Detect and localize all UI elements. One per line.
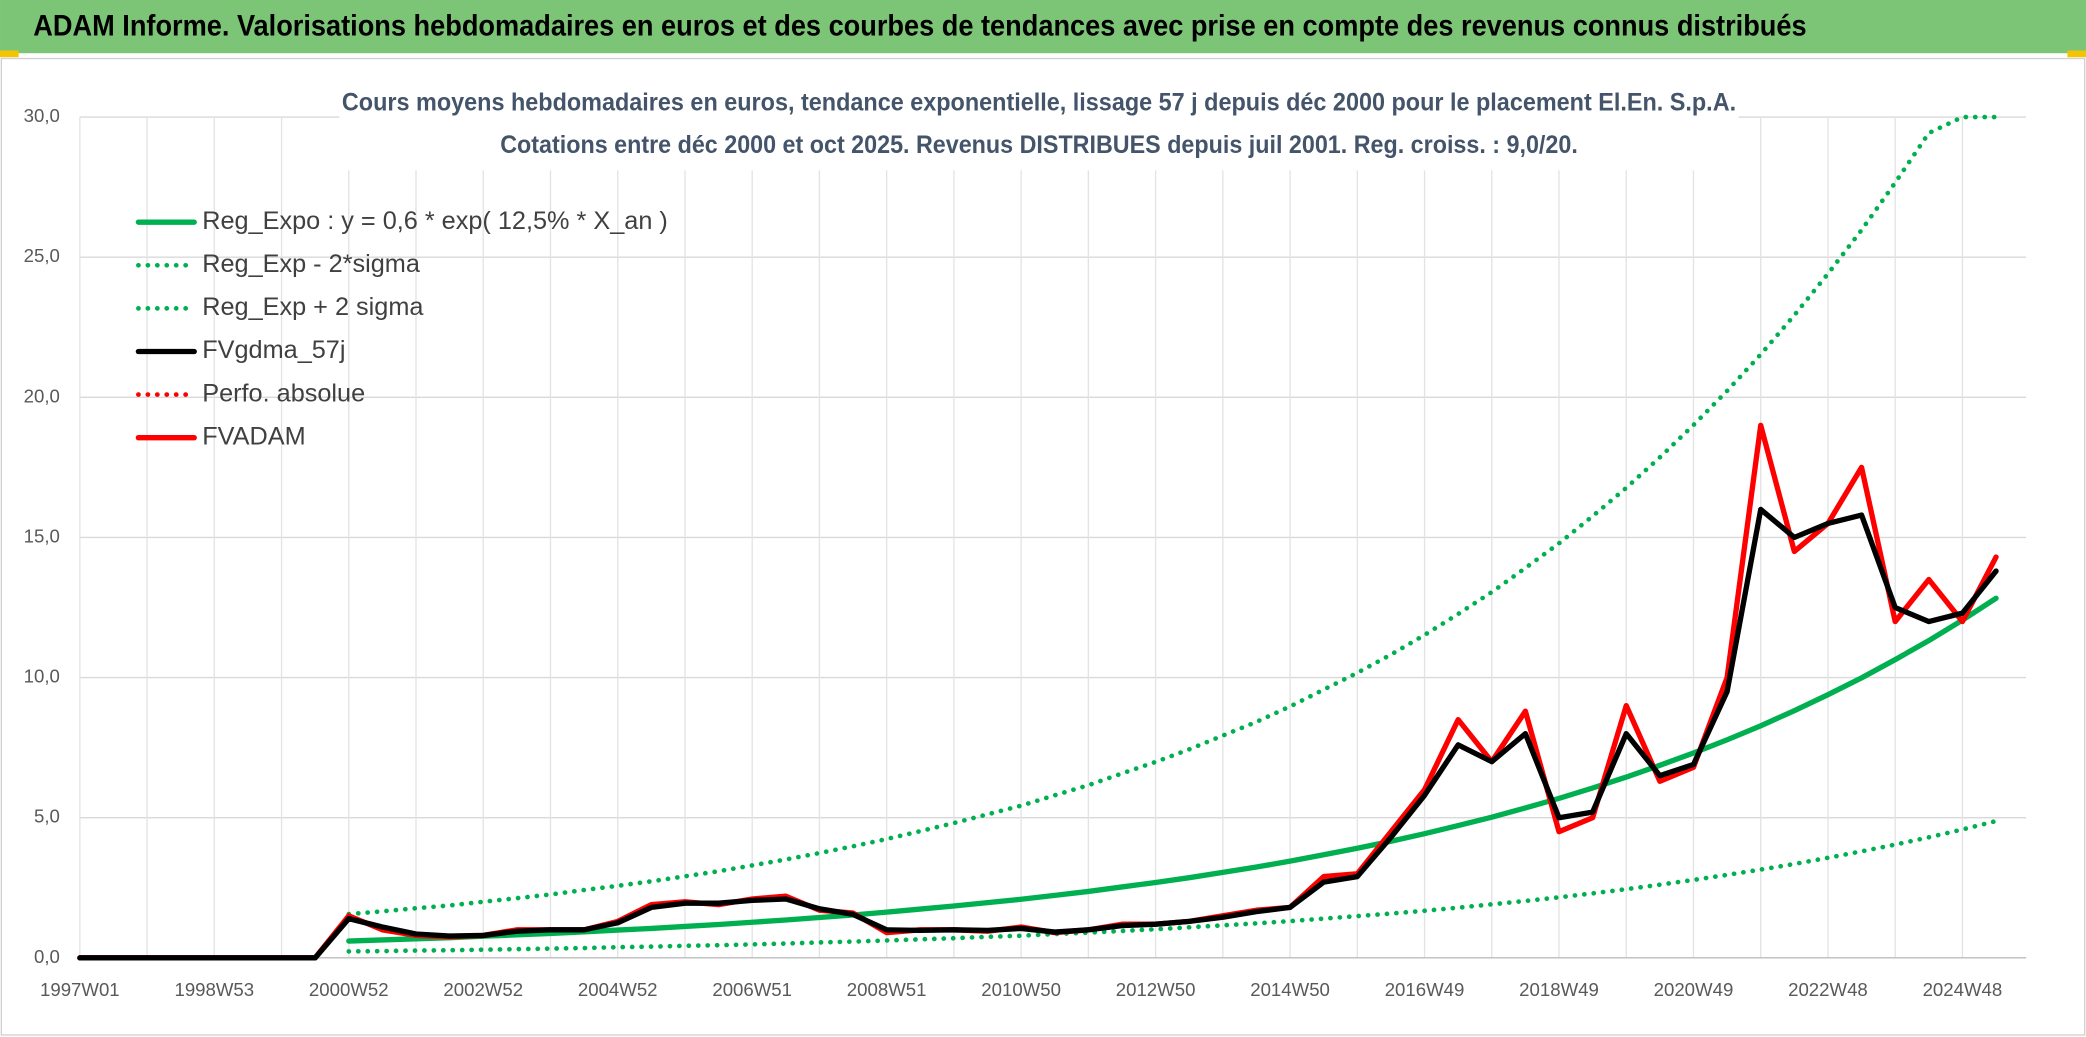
x-tick-label: 2002W52 bbox=[443, 979, 523, 1000]
x-tick-label: 2016W49 bbox=[1385, 979, 1465, 1000]
legend-label: Reg_Expo : y = 0,6 * exp( 12,5% * X_an ) bbox=[202, 207, 668, 235]
header-bar bbox=[0, 0, 2086, 54]
x-tick-label: 2008W51 bbox=[847, 979, 927, 1000]
chart-title: Cours moyens hebdomadaires en euros, ten… bbox=[342, 88, 1736, 116]
x-tick-label: 2004W52 bbox=[578, 979, 658, 1000]
x-tick-label: 2018W49 bbox=[1519, 979, 1599, 1000]
y-tick-label: 0,0 bbox=[34, 946, 60, 967]
x-tick-label: 1998W53 bbox=[174, 979, 254, 1000]
legend-label: FVgdma_57j bbox=[202, 336, 345, 364]
series-line bbox=[346, 595, 1999, 944]
y-tick-label: 10,0 bbox=[24, 666, 60, 687]
corner bbox=[0, 50, 19, 58]
title-background bbox=[339, 82, 1739, 171]
chart-subtitle: Cotations entre déc 2000 et oct 2025. Re… bbox=[500, 131, 1578, 159]
x-tick-label: 2006W51 bbox=[712, 979, 792, 1000]
chart-frame bbox=[0, 57, 2086, 1036]
x-tick-label: 2020W49 bbox=[1654, 979, 1734, 1000]
legend-label: Reg_Exp - 2*sigma bbox=[202, 250, 421, 278]
legend-label: Reg_Exp + 2 sigma bbox=[202, 293, 424, 321]
y-tick-label: 20,0 bbox=[24, 385, 60, 406]
legend-label: Perfo. absolue bbox=[202, 379, 365, 407]
series-line bbox=[346, 114, 1999, 917]
x-tick-label: 2010W50 bbox=[981, 979, 1061, 1000]
x-tick-label: 2022W48 bbox=[1788, 979, 1868, 1000]
y-tick-label: 15,0 bbox=[24, 525, 60, 546]
x-tick-label: 2000W52 bbox=[309, 979, 389, 1000]
x-tick-label: 2014W50 bbox=[1250, 979, 1330, 1000]
header-title: ADAM Informe. Valorisations hebdomadaire… bbox=[33, 11, 1806, 43]
series-line bbox=[77, 506, 1999, 961]
y-tick-label: 5,0 bbox=[34, 806, 60, 827]
legend-label: FVADAM bbox=[202, 422, 305, 450]
corner bbox=[2067, 50, 2086, 58]
x-tick-label: 2024W48 bbox=[1923, 979, 2003, 1000]
y-tick-label: 30,0 bbox=[24, 105, 60, 126]
y-tick-label: 25,0 bbox=[24, 245, 60, 266]
x-tick-label: 1997W01 bbox=[40, 979, 120, 1000]
series-line bbox=[346, 818, 1999, 954]
x-tick-label: 2012W50 bbox=[1116, 979, 1196, 1000]
